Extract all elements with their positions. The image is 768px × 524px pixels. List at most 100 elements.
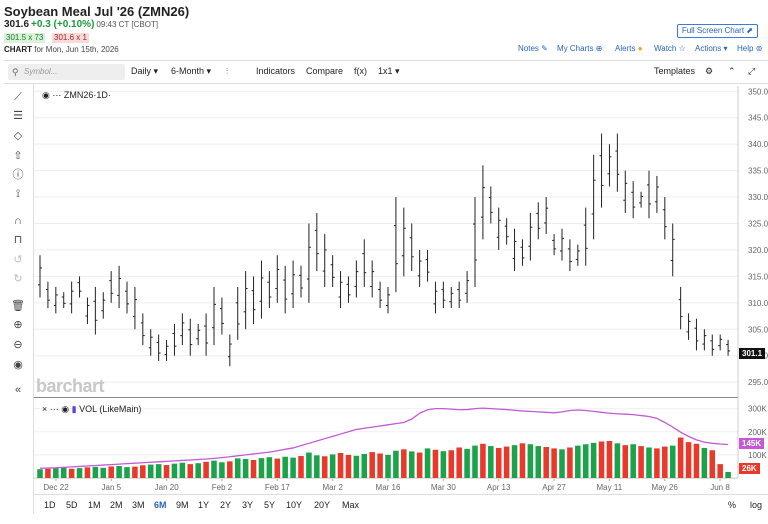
volume-bar — [622, 445, 629, 478]
y-tick-label: 330.0 — [748, 193, 768, 202]
eye-icon[interactable]: ◉ — [13, 359, 23, 371]
volume-bar — [116, 465, 122, 478]
period-button-9m[interactable]: 9M — [176, 500, 189, 510]
price-chart-area[interactable] — [34, 86, 738, 398]
period-button-5d[interactable]: 5D — [66, 500, 78, 510]
period-button-max[interactable]: Max — [342, 500, 360, 510]
volume-bar — [321, 456, 328, 478]
watch-label: Watch — [654, 44, 677, 53]
chart-label: CHART — [4, 45, 32, 54]
collapse-left-icon[interactable]: « — [14, 384, 22, 396]
range-dropdown[interactable]: 6-Month ▾ — [171, 66, 211, 77]
percent-toggle[interactable]: % — [728, 500, 737, 510]
more-icon[interactable]: ⋯ — [49, 404, 59, 414]
my-charts-label: My Charts — [557, 44, 594, 53]
volume-bar — [725, 471, 731, 478]
price-change: +0.3 (+0.10%) — [31, 19, 95, 30]
ask-badge: 301.6 x 1 — [52, 33, 89, 43]
volume-bar — [211, 460, 217, 478]
indicators-button[interactable]: Indicators — [256, 66, 296, 76]
period-button-20y[interactable]: 20Y — [314, 500, 331, 510]
undo-icon[interactable]: ↺ — [13, 254, 23, 266]
caret-down-icon: ▾ — [723, 44, 728, 53]
volume-bar — [575, 445, 581, 478]
volume-bar — [337, 453, 344, 478]
quote-line: 301.6 +0.3 (+0.10%) 09:43 CT [CBOT] — [4, 19, 158, 30]
notes-link[interactable]: Notes ✎ — [518, 44, 548, 53]
volume-bar — [171, 463, 178, 478]
volume-bar — [242, 459, 249, 478]
symbol-search-input[interactable]: Symbol... — [8, 64, 125, 80]
templates-button[interactable]: Templates — [654, 66, 696, 76]
layout-dropdown[interactable]: 1x1 ▾ — [378, 66, 400, 77]
volume-bar — [266, 457, 273, 478]
help-link[interactable]: Help ⊚ — [737, 44, 762, 53]
volume-bar — [353, 455, 360, 478]
close-icon[interactable]: × — [42, 404, 48, 414]
settings-gear-icon[interactable]: ⚙ — [705, 66, 714, 76]
legend-color-icon: ▮ — [71, 404, 77, 414]
function-button[interactable]: f(x) — [354, 66, 367, 76]
trash-icon[interactable]: 🗑 — [11, 300, 25, 312]
pencil-icon: ✎ — [541, 44, 548, 53]
watch-link[interactable]: Watch ☆ — [654, 44, 686, 53]
volume-ma-line — [39, 407, 729, 469]
period-button-1m[interactable]: 1M — [88, 500, 101, 510]
volume-bar — [432, 449, 439, 478]
quote-time: 09:43 CT [CBOT] — [96, 20, 159, 29]
pattern-tool-icon[interactable]: ⟟ — [15, 188, 21, 200]
arrow-tool-icon[interactable]: ⇧ — [13, 150, 23, 162]
chart-date-text: for Mon, Jun 15th, 2026 — [34, 45, 119, 54]
zoom-out-icon[interactable]: ⊖ — [13, 339, 23, 351]
bar-type-icon[interactable]: ⫶ — [226, 66, 229, 76]
period-button-1d[interactable]: 1D — [44, 500, 56, 510]
period-button-2y[interactable]: 2Y — [220, 500, 232, 510]
interval-dropdown[interactable]: Daily ▾ — [131, 66, 158, 77]
x-tick-label: Jan 5 — [102, 483, 122, 492]
volume-bar — [203, 461, 209, 478]
expand-arrows-icon[interactable]: ⤢ — [748, 66, 756, 76]
full-screen-button[interactable]: Full Screen Chart ⬈ — [676, 24, 758, 38]
y-tick-label: 325.0 — [748, 219, 768, 228]
x-tick-label: Jun 8 — [710, 483, 730, 492]
y-tick-label: 295.0 — [748, 378, 768, 387]
shape-tool-icon[interactable]: ◇ — [13, 130, 23, 142]
volume-bar — [124, 467, 130, 478]
period-button-3m[interactable]: 3M — [132, 500, 145, 510]
period-button-10y[interactable]: 10Y — [286, 500, 303, 510]
fib-tool-icon[interactable]: ☰ — [13, 110, 23, 122]
alerts-link[interactable]: Alerts ● — [615, 44, 643, 53]
magnet-icon[interactable]: ∩ — [14, 215, 22, 227]
more-icon[interactable]: ⋯ — [52, 90, 62, 100]
line-tool-icon[interactable]: ⟋ — [14, 91, 22, 103]
my-charts-link[interactable]: My Charts ⊕ — [557, 44, 602, 53]
period-button-5y[interactable]: 5Y — [264, 500, 276, 510]
eye-icon[interactable]: ◉ — [42, 90, 50, 100]
period-button-6m[interactable]: 6M — [154, 500, 167, 510]
volume-bar — [638, 446, 644, 478]
zoom-in-icon[interactable]: ⊕ — [13, 319, 23, 331]
volume-bar — [361, 453, 368, 478]
eye-icon[interactable]: ◉ — [61, 404, 70, 414]
caret-down-icon: ▾ — [395, 66, 400, 76]
period-button-1y[interactable]: 1Y — [198, 500, 210, 510]
actions-menu[interactable]: Actions ▾ — [695, 44, 727, 53]
compare-button[interactable]: Compare — [306, 66, 344, 76]
info-tool-icon[interactable]: ⓘ — [12, 169, 24, 181]
volume-bar — [219, 462, 225, 478]
lock-icon[interactable]: ⊓ — [13, 234, 23, 246]
volume-bar — [290, 457, 296, 478]
volume-bar — [669, 445, 676, 478]
volume-bar — [551, 448, 557, 478]
chart-date: CHART for Mon, Jun 15th, 2026 — [4, 45, 119, 54]
volume-bar — [100, 467, 107, 478]
y-tick-label: 345.0 — [748, 114, 768, 123]
chart-toolbar — [4, 60, 768, 84]
log-toggle[interactable]: log — [750, 500, 763, 510]
period-button-2m[interactable]: 2M — [110, 500, 123, 510]
volume-bar — [480, 443, 486, 478]
collapse-up-icon[interactable]: ⌃ — [728, 66, 736, 76]
period-button-3y[interactable]: 3Y — [242, 500, 254, 510]
redo-icon[interactable]: ↻ — [13, 273, 23, 285]
